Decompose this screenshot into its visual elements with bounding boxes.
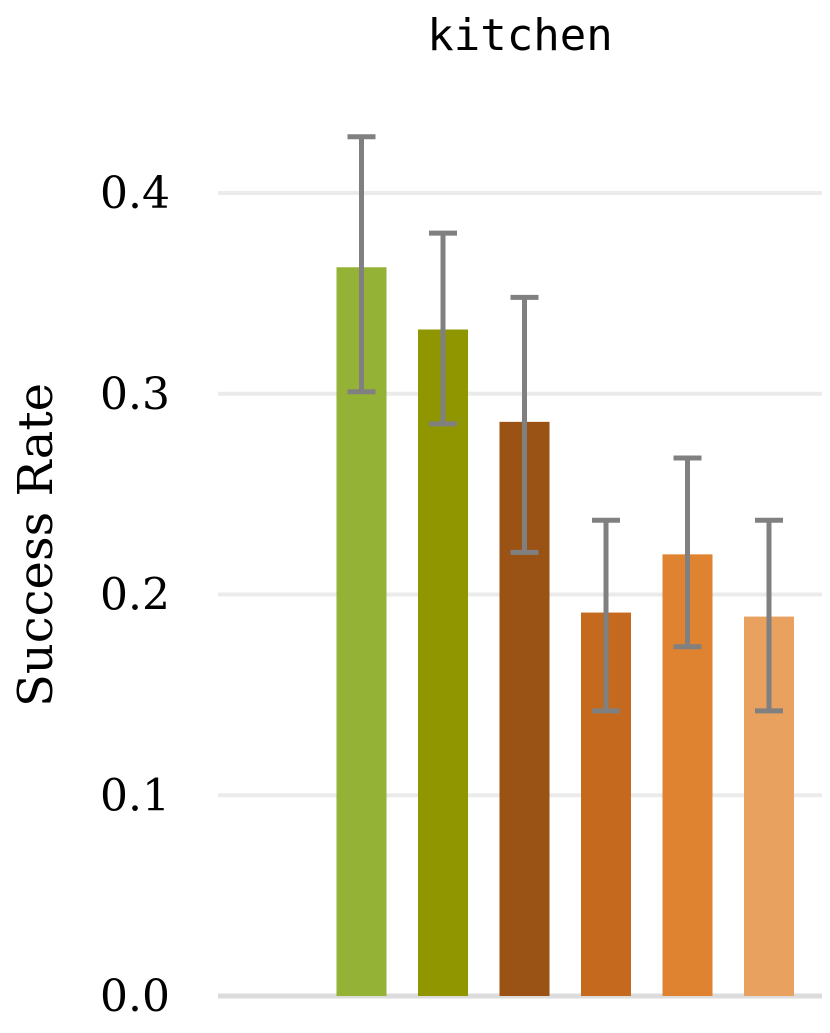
bars	[336, 267, 794, 997]
y-tick-label: 0.0	[100, 971, 170, 1022]
error-bars	[347, 134, 783, 714]
error-bar	[510, 294, 539, 555]
y-tick-label: 0.2	[100, 570, 170, 621]
error-bar	[347, 134, 376, 395]
error-bar	[429, 230, 457, 427]
error-bar	[755, 517, 783, 714]
error-bar	[673, 455, 702, 650]
error-bar	[592, 517, 620, 714]
y-tick-label: 0.3	[100, 369, 170, 420]
y-axis-label: Success Rate	[8, 383, 64, 707]
bar	[418, 329, 468, 996]
y-tick-label: 0.1	[100, 770, 170, 821]
y-tick-labels: 0.0 0.1 0.2 0.3 0.4	[100, 168, 170, 1022]
y-tick-label: 0.4	[100, 168, 170, 219]
chart-title: kitchen	[427, 10, 612, 61]
